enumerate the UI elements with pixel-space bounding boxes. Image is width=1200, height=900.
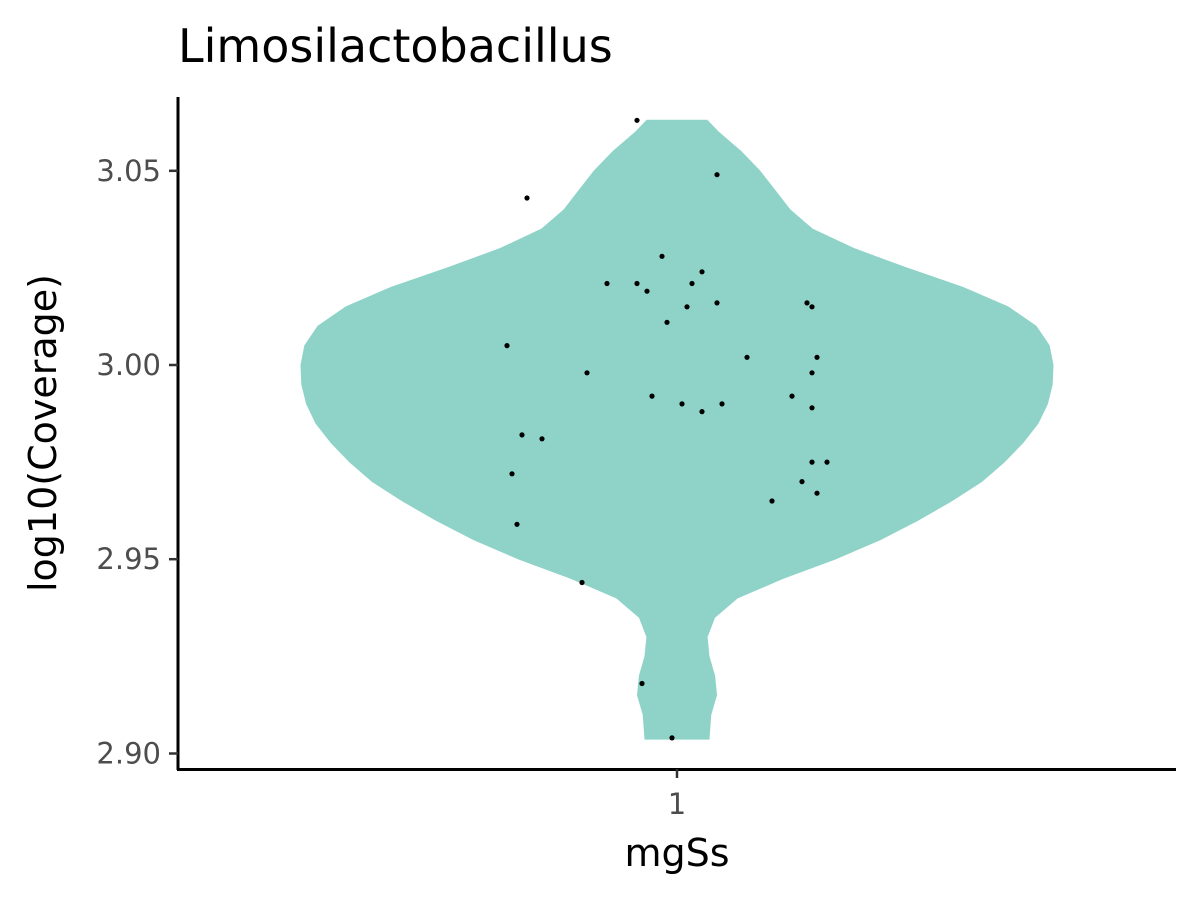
- y-tick-label: 2.95: [96, 542, 161, 576]
- data-point: [504, 343, 510, 349]
- data-point: [579, 579, 585, 586]
- data-point: [634, 117, 640, 123]
- data-point: [809, 459, 815, 465]
- y-tick-label: 2.90: [96, 737, 161, 771]
- data-point: [699, 409, 705, 415]
- y-tick-label: 3.05: [96, 154, 161, 188]
- plot-area: [300, 117, 1054, 741]
- data-point: [744, 354, 750, 360]
- data-point: [804, 300, 810, 306]
- data-point: [514, 521, 520, 527]
- violin-body: [300, 119, 1054, 740]
- data-point: [639, 680, 645, 687]
- data-point: [659, 253, 665, 259]
- data-point: [604, 280, 610, 287]
- data-point: [824, 459, 830, 465]
- data-point: [689, 280, 695, 287]
- data-point: [789, 393, 795, 399]
- data-points: [504, 117, 830, 741]
- data-point: [524, 195, 530, 201]
- data-point: [799, 479, 805, 485]
- data-point: [664, 319, 670, 325]
- data-point: [584, 370, 590, 376]
- data-point: [809, 304, 815, 310]
- x-axis-title: mgSs: [624, 831, 729, 875]
- data-point: [539, 436, 545, 442]
- data-point: [814, 490, 820, 496]
- data-point: [769, 498, 775, 504]
- data-point: [519, 432, 525, 438]
- y-axis-title: log10(Coverage): [21, 274, 65, 592]
- data-point: [714, 172, 720, 178]
- data-point: [509, 471, 515, 477]
- y-axis-ticks: 2.90 2.95 3.00 3.05: [96, 154, 178, 771]
- data-point: [714, 300, 720, 306]
- data-point: [634, 280, 640, 287]
- x-tick-label: 1: [668, 787, 686, 821]
- y-tick-label: 3.00: [96, 348, 161, 382]
- data-point: [669, 735, 675, 741]
- chart-title: Limosilactobacillus: [178, 19, 613, 73]
- data-point: [809, 405, 815, 411]
- data-point: [644, 288, 650, 294]
- data-point: [699, 269, 705, 275]
- data-point: [684, 304, 690, 310]
- data-point: [649, 393, 655, 399]
- data-point: [719, 401, 725, 407]
- data-point: [809, 370, 815, 376]
- data-point: [679, 401, 685, 407]
- x-axis-ticks: 1: [668, 769, 686, 821]
- data-point: [814, 354, 820, 360]
